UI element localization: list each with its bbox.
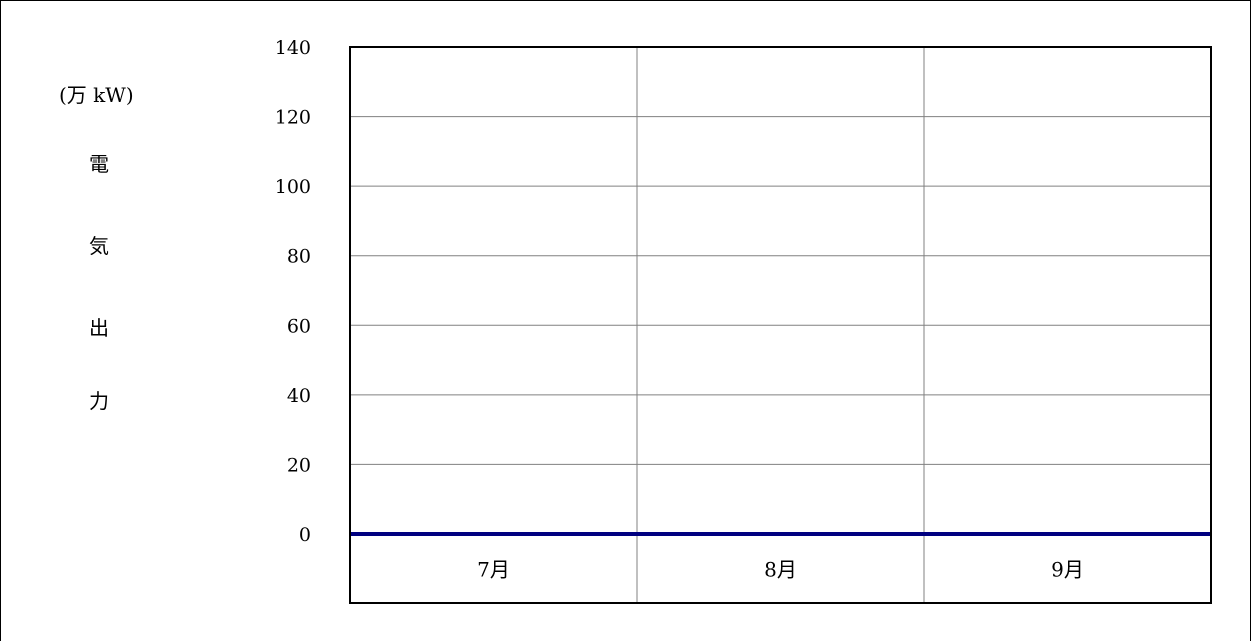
y-axis-label-char-1: 電 [89, 152, 109, 176]
y-unit-label: (万 kW) [59, 83, 134, 107]
y-tick-label: 100 [275, 176, 311, 198]
grid-lines [350, 47, 1211, 603]
y-tick-label: 80 [287, 246, 311, 268]
x-category-labels: 7月 8月 9月 [477, 558, 1084, 582]
y-tick-label: 0 [299, 524, 311, 546]
y-tick-label: 20 [287, 454, 311, 476]
y-tick-label: 60 [287, 315, 311, 337]
x-category-label: 7月 [477, 558, 510, 582]
x-category-label: 8月 [764, 558, 797, 582]
y-tick-label: 140 [275, 37, 311, 59]
y-tick-label: 40 [287, 385, 311, 407]
y-axis-label-char-2: 気 [89, 234, 109, 258]
y-tick-label: 120 [275, 107, 311, 129]
x-category-label: 9月 [1051, 558, 1084, 582]
plot-area-border [349, 46, 1212, 604]
y-axis-label-char-4: 力 [89, 389, 109, 413]
y-tick-labels: 0 20 40 60 80 100 120 140 [275, 37, 311, 546]
y-axis-label-char-3: 出 [89, 316, 109, 340]
